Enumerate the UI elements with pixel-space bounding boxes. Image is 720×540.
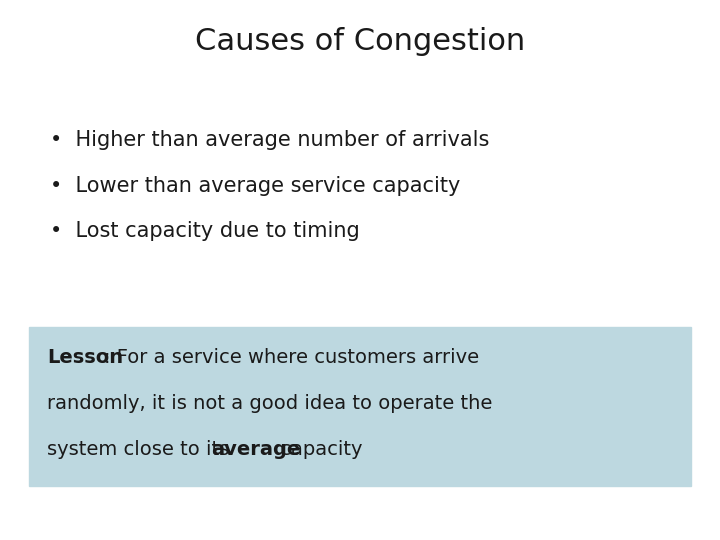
Text: Causes of Congestion: Causes of Congestion: [195, 27, 525, 56]
Text: : For a service where customers arrive: : For a service where customers arrive: [104, 348, 479, 367]
Text: •  Higher than average number of arrivals: • Higher than average number of arrivals: [50, 130, 490, 150]
Text: average: average: [211, 440, 300, 459]
Text: Lesson: Lesson: [47, 348, 123, 367]
Text: capacity: capacity: [274, 440, 363, 459]
Text: randomly, it is not a good idea to operate the: randomly, it is not a good idea to opera…: [47, 394, 492, 413]
Text: •  Lower than average service capacity: • Lower than average service capacity: [50, 176, 461, 195]
Text: system close to its: system close to its: [47, 440, 235, 459]
Text: •  Lost capacity due to timing: • Lost capacity due to timing: [50, 221, 360, 241]
FancyBboxPatch shape: [29, 327, 691, 486]
